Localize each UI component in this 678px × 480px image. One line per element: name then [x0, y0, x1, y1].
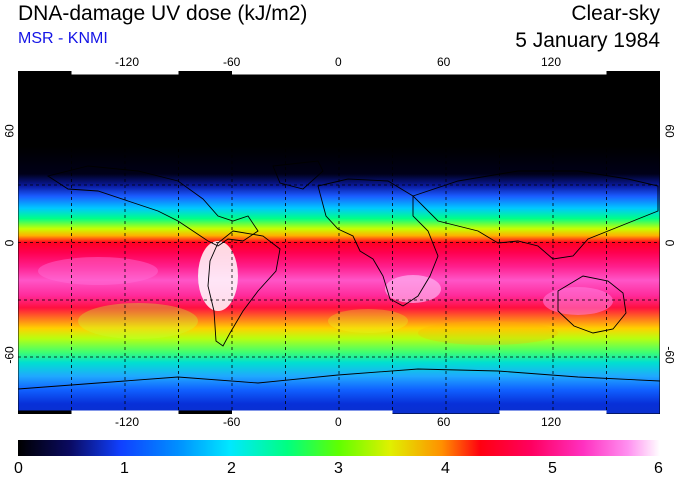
- colorbar-tick-label: 6: [654, 460, 663, 477]
- left-lat-tick-label: 60: [2, 124, 17, 138]
- right-lat-tick-label: -60: [662, 346, 677, 364]
- colorbar-tick-label: 2: [227, 460, 236, 477]
- left-lat-tick-label: -60: [2, 346, 17, 364]
- chart-title: DNA-damage UV dose (kJ/m2): [18, 2, 308, 25]
- bottom-lon-tick-label: -60: [223, 415, 241, 429]
- date-label: 5 January 1984: [515, 29, 660, 52]
- colorbar-tick-label: 4: [441, 460, 450, 477]
- top-lon-tick-label: 120: [541, 55, 562, 69]
- colorbar: [18, 440, 660, 456]
- left-lat-tick-label: 0: [2, 239, 17, 247]
- top-lon-tick-label: 60: [437, 55, 451, 69]
- sky-condition-label: Clear-sky: [571, 2, 660, 25]
- bottom-lon-tick-label: 120: [541, 415, 562, 429]
- bottom-lon-tick-label: 0: [335, 415, 342, 429]
- colorbar-tick-label: 3: [334, 460, 343, 477]
- uv-dose-map: [18, 71, 660, 414]
- right-lat-tick-label: 60: [662, 124, 677, 138]
- top-lon-tick-label: -60: [223, 55, 241, 69]
- bottom-lon-tick-label: 60: [437, 415, 451, 429]
- top-lon-tick-label: -120: [115, 55, 140, 69]
- bottom-lon-tick-label: -120: [115, 415, 140, 429]
- right-lat-tick-label: 0: [662, 239, 677, 247]
- top-lon-tick-label: 0: [335, 55, 342, 69]
- colorbar-tick-label: 0: [14, 460, 23, 477]
- colorbar-tick-label: 1: [120, 460, 129, 477]
- source-label: MSR - KNMI: [18, 30, 108, 47]
- colorbar-tick-label: 5: [548, 460, 557, 477]
